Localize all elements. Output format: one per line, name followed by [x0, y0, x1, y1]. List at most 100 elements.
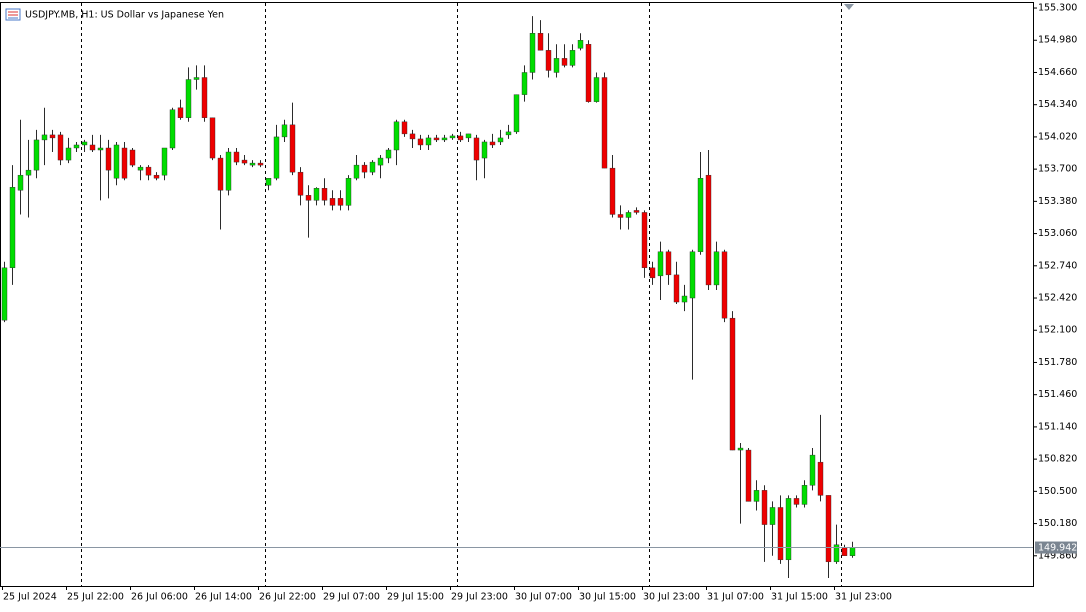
x-tick-label: 26 Jul 06:00 [131, 592, 188, 603]
x-tick-label: 31 Jul 07:00 [707, 592, 764, 603]
candle-body-up [681, 295, 688, 303]
candle-body-up [1, 267, 8, 321]
candle-body-up [273, 136, 280, 179]
y-tick-label: 150.500 [1038, 486, 1077, 497]
y-tick-label: 152.420 [1038, 293, 1077, 304]
candle-body-down [337, 198, 344, 206]
candle-body-up [529, 33, 536, 73]
candle-body-up [265, 177, 272, 186]
candle-body-down [601, 77, 608, 169]
candle-body-up [593, 77, 600, 102]
candle-body-up [769, 507, 776, 525]
candle-body-down [417, 138, 424, 146]
candle-body-down [665, 251, 672, 276]
candle-body-up [449, 135, 456, 139]
candle-body-up [81, 141, 88, 146]
last-price-box [1035, 541, 1077, 554]
candle-body-up [353, 164, 360, 179]
candle-body-down [561, 58, 568, 66]
candle-body-up [17, 174, 24, 191]
candle-body-down [585, 44, 592, 102]
candles [1, 16, 856, 578]
candle-body-down [793, 498, 800, 505]
candle-body-down [825, 495, 832, 563]
candle-body-up [369, 161, 376, 173]
chart-title: USDJPY.MB, H1: US Dollar vs Japanese Yen [25, 10, 224, 21]
x-tick-label: 29 Jul 15:00 [387, 592, 444, 603]
candle-body-up [33, 139, 40, 171]
candle-body-down [537, 33, 544, 51]
y-tick-label: 153.380 [1038, 196, 1077, 207]
candle-body-down [121, 147, 128, 179]
x-tick-label: 31 Jul 23:00 [835, 592, 892, 603]
candle-body-down [201, 77, 208, 118]
candle-body-down [145, 166, 152, 176]
y-tick-label: 154.660 [1038, 67, 1077, 78]
candle-body-down [305, 195, 312, 201]
candle-body-up [281, 124, 288, 138]
candle-body-down [257, 162, 264, 166]
candle-body-up [193, 77, 200, 80]
candle-body-up [553, 58, 560, 73]
last-price-label: 149.942 [1038, 543, 1077, 554]
x-tick-label: 31 Jul 15:00 [771, 592, 828, 603]
y-tick-label: 151.460 [1038, 389, 1077, 400]
candle-body-up [385, 149, 392, 159]
candle-body-up [465, 133, 472, 139]
candle-body-up [113, 144, 120, 179]
candle-body-down [641, 212, 648, 269]
y-tick-label: 153.700 [1038, 164, 1077, 175]
candle-body-up [785, 498, 792, 561]
candle-body-up [25, 169, 32, 176]
candle-body-up [97, 147, 104, 151]
y-tick-label: 154.020 [1038, 131, 1077, 142]
y-tick-label: 152.100 [1038, 325, 1077, 336]
candle-body-up [849, 547, 856, 556]
candle-body-up [441, 137, 448, 141]
candle-body-down [153, 174, 160, 179]
candle-body-up [377, 157, 384, 166]
x-tick-label: 29 Jul 07:00 [323, 592, 380, 603]
y-tick-label: 150.180 [1038, 518, 1077, 529]
candle-body-down [361, 164, 368, 173]
candle-body-up [73, 144, 80, 149]
y-tick-label: 149.860 [1038, 550, 1077, 561]
candle-body-down [401, 121, 408, 135]
candle-body-up [249, 162, 256, 166]
candle-body-up [41, 134, 48, 141]
symbol-icon [5, 8, 21, 21]
y-tick-label: 153.060 [1038, 228, 1077, 239]
x-tick-label: 30 Jul 15:00 [579, 592, 636, 603]
candle-body-down [177, 107, 184, 118]
candle-body-down [745, 449, 752, 502]
y-tick-label: 155.300 [1038, 3, 1077, 14]
candle-body-up [345, 177, 352, 206]
candle-body-up [137, 166, 144, 171]
x-tick-label: 30 Jul 07:00 [515, 592, 572, 603]
candle-body-up [801, 485, 808, 505]
y-tick-label: 154.340 [1038, 99, 1077, 110]
candle-body-down [817, 461, 824, 496]
candle-body-up [689, 251, 696, 299]
y-tick-label: 151.140 [1038, 421, 1077, 432]
candle-body-down [129, 149, 136, 166]
candle-body-up [497, 137, 504, 143]
y-tick-label: 151.780 [1038, 357, 1077, 368]
candle-body-up [225, 151, 232, 191]
candle-body-down [473, 137, 480, 161]
candle-body-up [513, 94, 520, 133]
x-tick-label: 26 Jul 22:00 [259, 592, 316, 603]
candle-body-down [241, 159, 248, 164]
candle-body-up [569, 50, 576, 66]
x-tick-label: 26 Jul 14:00 [195, 592, 252, 603]
candle-body-down [209, 117, 216, 159]
candle-body-down [545, 50, 552, 71]
candle-body-down [721, 251, 728, 319]
candle-body-down [489, 141, 496, 146]
candle-body-down [649, 267, 656, 279]
candle-body-down [321, 188, 328, 201]
candle-body-down [217, 157, 224, 191]
candle-body-down [105, 147, 112, 171]
candle-body-up [657, 251, 664, 277]
candle-body-up [313, 188, 320, 201]
